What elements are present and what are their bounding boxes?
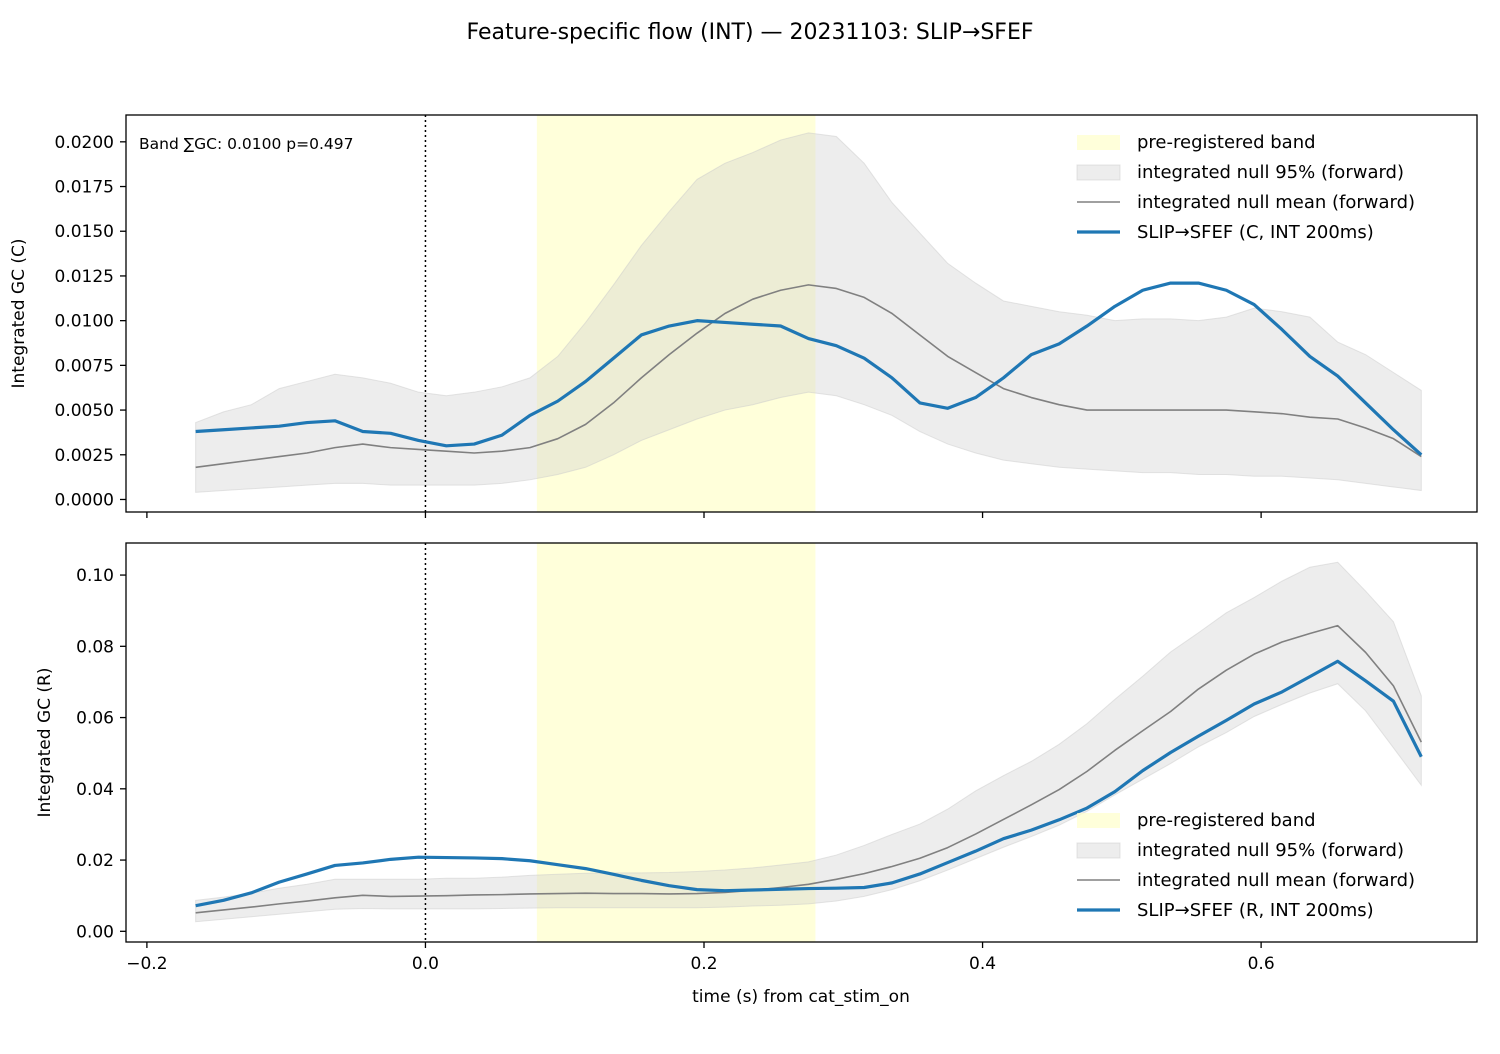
series-line <box>195 281 1423 456</box>
null-mean-line <box>195 284 1422 469</box>
y-tick-label: 0.0075 <box>55 356 114 376</box>
legend-swatch-null <box>1076 164 1121 181</box>
axes-frame <box>125 114 1478 513</box>
legend-swatch-band <box>1077 135 1120 150</box>
y-axis-label: Integrated GC (C) <box>9 238 29 388</box>
panel-r: −0.2 0.0 0.2 0.4 0.6 0.00 0.02 0.04 0.06 0.08 0.10… <box>35 542 1478 974</box>
legend-swatch-band <box>1077 813 1120 828</box>
legend: pre-registered band integrated null 95% (… <box>1076 132 1415 243</box>
axes-frame <box>125 542 1478 943</box>
y-tick-label: 0.10 <box>76 566 114 586</box>
legend-label: pre-registered band <box>1137 132 1316 153</box>
x-tick-label: 0.4 <box>969 954 996 974</box>
y-tick-label: 0.0125 <box>55 267 114 287</box>
y-tick-label: 0.0200 <box>55 133 114 153</box>
x-tick-label: 0.6 <box>1248 954 1275 974</box>
y-tick-label: 0.0175 <box>55 178 114 198</box>
legend-label: pre-registered band <box>1137 810 1316 831</box>
legend-label: integrated null mean (forward) <box>1137 192 1415 213</box>
legend-label: integrated null mean (forward) <box>1137 870 1415 891</box>
pre-registered-band <box>536 115 816 512</box>
y-tick-label: 0.00 <box>76 922 114 942</box>
x-axis-label: time (s) from cat_stim_on <box>692 987 910 1007</box>
legend-label: SLIP→SFEF (C, INT 200ms) <box>1137 222 1374 243</box>
panel-c: 0.0000 0.0025 0.0050 0.0075 0.0100 0.0125 0.01… <box>9 114 1478 518</box>
legend-swatch-null <box>1076 842 1121 859</box>
plot-area <box>195 115 1423 512</box>
x-tick-label: 0.0 <box>412 954 439 974</box>
legend-label: integrated null 95% (forward) <box>1137 162 1404 183</box>
legend-label: SLIP→SFEF (R, INT 200ms) <box>1137 900 1374 921</box>
legend-label: integrated null 95% (forward) <box>1137 840 1404 861</box>
y-axis-label: Integrated GC (R) <box>35 668 55 818</box>
plot-area <box>195 543 1423 942</box>
pre-registered-band <box>536 543 816 942</box>
legend: pre-registered band integrated null 95% (… <box>1076 810 1415 921</box>
series-line <box>195 659 1423 908</box>
y-tick-label: 0.0150 <box>55 222 114 242</box>
y-tick-label: 0.06 <box>76 709 114 729</box>
band-annotation: Band ∑GC: 0.0100 p=0.497 <box>139 135 354 153</box>
x-tick-label: 0.2 <box>690 954 717 974</box>
y-tick-label: 0.02 <box>76 851 114 871</box>
x-tick-label: −0.2 <box>126 954 167 974</box>
y-tick-label: 0.0025 <box>55 446 114 466</box>
null-mean-line <box>195 624 1423 914</box>
y-tick-label: 0.04 <box>76 780 114 800</box>
y-tick-label: 0.08 <box>76 637 114 657</box>
y-tick-label: 0.0050 <box>55 401 114 421</box>
null-95-envelope <box>195 132 1422 493</box>
y-tick-label: 0.0100 <box>55 312 114 332</box>
y-tick-label: 0.0000 <box>55 490 114 510</box>
figure-title: Feature-specific flow (INT) — 20231103: … <box>467 20 1034 45</box>
